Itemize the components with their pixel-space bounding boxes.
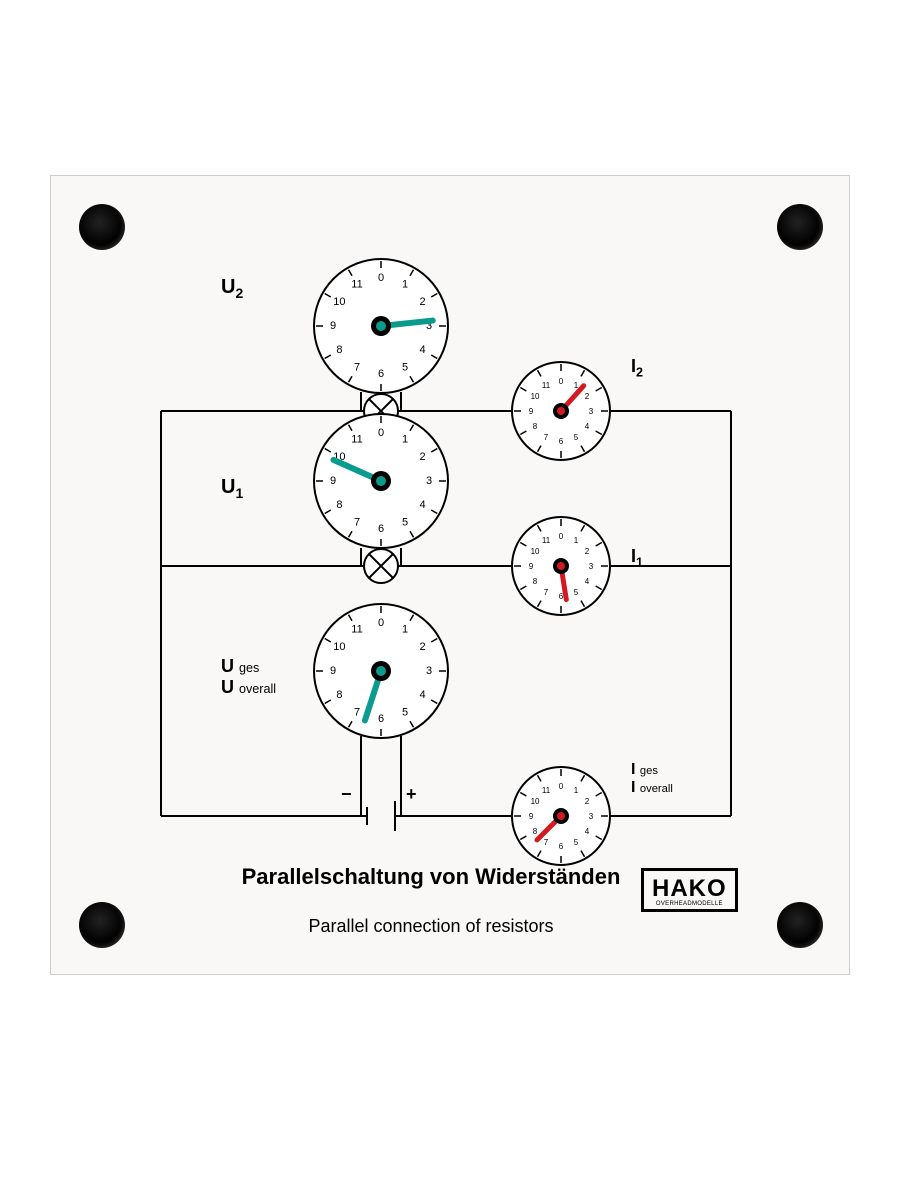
gauge-I1: 01234567891011 [511, 516, 611, 616]
mount-tl [79, 204, 125, 250]
svg-text:5: 5 [402, 362, 408, 374]
logo-sub: OVERHEADMODELLE [652, 901, 727, 907]
svg-text:9: 9 [330, 475, 336, 487]
circuit-wiring [51, 176, 851, 976]
svg-text:9: 9 [330, 665, 336, 677]
mount-br [777, 902, 823, 948]
svg-text:2: 2 [420, 451, 426, 463]
svg-text:0: 0 [559, 782, 564, 791]
svg-text:1: 1 [402, 278, 408, 290]
logo: HAKO OVERHEADMODELLE [641, 868, 738, 912]
svg-text:4: 4 [420, 689, 426, 701]
svg-text:10: 10 [531, 547, 540, 556]
svg-text:0: 0 [559, 532, 564, 541]
svg-text:8: 8 [533, 827, 538, 836]
svg-text:11: 11 [542, 786, 551, 795]
svg-text:8: 8 [336, 689, 342, 701]
svg-text:8: 8 [336, 499, 342, 511]
svg-text:9: 9 [529, 812, 534, 821]
svg-text:4: 4 [585, 577, 590, 586]
svg-text:1: 1 [574, 536, 579, 545]
svg-text:7: 7 [354, 362, 360, 374]
label-1: U1 [221, 476, 243, 501]
svg-text:0: 0 [378, 617, 384, 629]
label-2: U gesU overall [221, 656, 276, 698]
svg-text:4: 4 [585, 422, 590, 431]
gauge-U1: 01234567891011 [313, 413, 449, 549]
svg-text:3: 3 [589, 812, 594, 821]
svg-text:6: 6 [378, 523, 384, 535]
svg-text:5: 5 [402, 517, 408, 529]
mount-bl [79, 902, 125, 948]
svg-text:9: 9 [529, 562, 534, 571]
svg-text:2: 2 [420, 296, 426, 308]
svg-text:11: 11 [351, 278, 362, 290]
svg-text:1: 1 [402, 623, 408, 635]
svg-text:10: 10 [531, 392, 540, 401]
panel: 0123456789101101234567891011012345678910… [50, 175, 850, 975]
battery-minus: − [341, 784, 352, 805]
svg-text:6: 6 [378, 368, 384, 380]
label-0: U2 [221, 276, 243, 301]
logo-text: HAKO [652, 877, 727, 901]
svg-text:1: 1 [402, 433, 408, 445]
title-de: Parallelschaltung von Widerständen [181, 864, 681, 890]
svg-text:8: 8 [533, 422, 538, 431]
svg-text:6: 6 [378, 713, 384, 725]
svg-text:11: 11 [542, 536, 551, 545]
svg-text:10: 10 [333, 641, 345, 653]
gauge-I2: 01234567891011 [511, 361, 611, 461]
svg-text:4: 4 [585, 827, 590, 836]
svg-text:0: 0 [378, 272, 384, 284]
svg-text:5: 5 [402, 707, 408, 719]
svg-text:9: 9 [330, 320, 336, 332]
svg-text:3: 3 [589, 407, 594, 416]
gauge-Uges: 0 12345 6 789 10 11 [313, 603, 449, 739]
svg-text:2: 2 [585, 797, 590, 806]
svg-text:3: 3 [589, 562, 594, 571]
svg-text:7: 7 [354, 517, 360, 529]
svg-text:2: 2 [585, 547, 590, 556]
label-4: I1 [631, 546, 643, 570]
svg-text:9: 9 [529, 407, 534, 416]
svg-text:5: 5 [574, 588, 579, 597]
svg-text:3: 3 [426, 475, 432, 487]
svg-text:4: 4 [420, 499, 426, 511]
svg-text:2: 2 [420, 641, 426, 653]
svg-text:0: 0 [378, 427, 384, 439]
svg-text:5: 5 [574, 433, 579, 442]
svg-text:11: 11 [351, 433, 362, 445]
svg-text:5: 5 [574, 838, 579, 847]
mount-tr [777, 204, 823, 250]
svg-text:7: 7 [544, 588, 549, 597]
svg-text:2: 2 [585, 392, 590, 401]
label-3: I2 [631, 356, 643, 380]
svg-text:4: 4 [420, 344, 426, 356]
svg-text:6: 6 [559, 842, 564, 851]
svg-text:3: 3 [426, 665, 432, 677]
svg-text:0: 0 [559, 377, 564, 386]
svg-text:11: 11 [351, 623, 362, 635]
svg-text:7: 7 [544, 433, 549, 442]
svg-text:1: 1 [574, 786, 579, 795]
title-en: Parallel connection of resistors [181, 916, 681, 937]
battery-plus: + [406, 784, 417, 805]
svg-text:10: 10 [531, 797, 540, 806]
svg-text:6: 6 [559, 437, 564, 446]
svg-text:7: 7 [544, 838, 549, 847]
svg-text:7: 7 [354, 707, 360, 719]
svg-text:10: 10 [333, 296, 345, 308]
svg-text:8: 8 [336, 344, 342, 356]
label-5: I gesI overall [631, 761, 673, 797]
svg-text:11: 11 [542, 381, 551, 390]
gauge-Iges: 0 12 3 45 6 78 9 1011 [511, 766, 611, 866]
gauge-U2: 01234567891011 [313, 258, 449, 394]
svg-text:8: 8 [533, 577, 538, 586]
